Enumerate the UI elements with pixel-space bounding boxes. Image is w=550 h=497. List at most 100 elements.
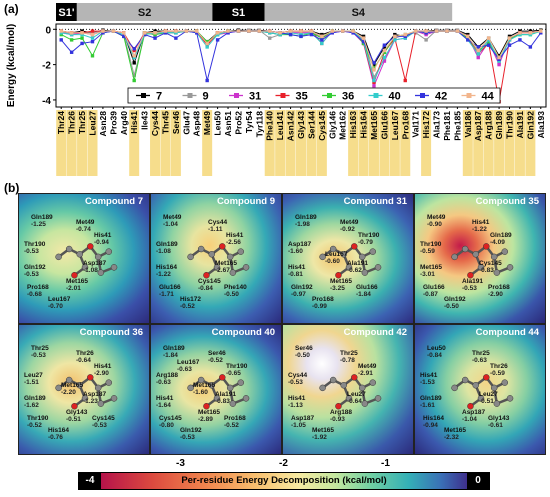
x-label-highlight — [525, 110, 536, 176]
residue-label: Asp187 -1.60 — [288, 241, 311, 255]
x-label-highlight — [87, 110, 98, 176]
data-point — [372, 78, 376, 83]
x-tick-label: Thr45 — [160, 111, 170, 134]
data-point — [288, 31, 293, 35]
residue-energy: -1.61 — [420, 402, 435, 409]
x-tick-label: Asn142 — [286, 111, 296, 142]
residue-energy: -0.83 — [479, 267, 494, 274]
x-label-highlight — [379, 110, 390, 176]
ligand-atom — [71, 402, 78, 410]
residue-name: Gln189 — [420, 395, 442, 402]
residue-label: Met165 -2.89 — [198, 409, 220, 423]
data-point — [90, 36, 95, 40]
residue-energy: -0.64 — [347, 398, 362, 405]
x-tick-label: Ile43 — [140, 111, 150, 130]
x-label-highlight — [264, 110, 275, 176]
residue-name: His41 — [288, 264, 306, 271]
residue-label: His41 -0.81 — [288, 264, 305, 278]
residue-name: Met49 — [427, 214, 446, 221]
residue-energy: -0.68 — [27, 291, 42, 298]
residue-energy: -2.89 — [198, 416, 213, 423]
residue-name: Glu166 — [356, 284, 378, 291]
region-band — [264, 3, 453, 21]
data-point — [507, 36, 512, 40]
ligand-atom — [55, 384, 62, 392]
residue-name: Met49 — [163, 214, 182, 221]
legend-swatch-marker — [280, 93, 286, 98]
ligand-structure — [55, 374, 118, 410]
residue-name: Met165 — [312, 427, 335, 434]
residue-name: Gln192 — [291, 284, 313, 291]
x-label-highlight — [285, 110, 296, 176]
data-point — [80, 29, 84, 33]
data-point — [518, 32, 522, 37]
ligand-atom — [351, 243, 358, 250]
residue-name: Leu27 — [479, 391, 498, 398]
residue-label: Thr190 -0.52 — [27, 415, 48, 429]
ligand-atom — [329, 245, 337, 253]
ligand-atom — [340, 251, 347, 258]
panel-b-label: (b) — [4, 181, 20, 195]
residue-name: Thr26 — [490, 363, 508, 370]
data-point — [215, 31, 220, 35]
data-point — [205, 41, 209, 46]
data-point — [111, 29, 116, 33]
data-point — [90, 29, 95, 33]
residue-energy: -0.60 — [325, 258, 340, 265]
residue-label: Asp187 -1.05 — [291, 415, 314, 429]
data-point — [215, 38, 220, 42]
residue-label: Glu166 -1.84 — [356, 284, 378, 298]
residue-name: Asp187 — [288, 241, 312, 248]
residue-name: Thr190 — [226, 363, 248, 370]
residue-label: Met166 -1.60 — [193, 382, 215, 396]
residue-energy: -2.56 — [226, 239, 241, 246]
residue-energy: -1.04 — [163, 221, 178, 228]
residue-name: Met165 — [444, 427, 467, 434]
x-tick-label: Glu47 — [181, 111, 191, 135]
residue-energy: -0.52 — [208, 357, 223, 364]
data-point — [142, 32, 147, 37]
data-point — [69, 38, 74, 42]
data-point — [122, 32, 126, 37]
x-tick-label: Thr25 — [77, 111, 87, 134]
x-label-highlight — [400, 110, 411, 176]
residue-label: Gln189 -4.09 — [490, 232, 512, 246]
legend-swatch-marker — [187, 93, 193, 98]
compound-title: Compound 35 — [475, 196, 539, 207]
residue-name: Met49 — [340, 219, 359, 226]
y-tick-label: -4 — [42, 96, 51, 107]
data-point — [403, 36, 407, 40]
residue-name: Leu50 — [427, 345, 446, 352]
data-point — [195, 29, 199, 33]
legend-swatch-marker — [466, 93, 472, 98]
data-point — [393, 34, 397, 39]
data-point — [132, 54, 136, 58]
residue-name: His164 — [48, 427, 69, 434]
residue-energy: -0.81 — [288, 271, 303, 278]
x-tick-label: Asn28 — [98, 111, 108, 137]
data-point — [528, 29, 533, 33]
data-point — [518, 29, 522, 33]
residue-label: Gly143 -0.51 — [66, 409, 87, 423]
data-point — [174, 29, 178, 33]
legend-label: 36 — [342, 91, 354, 103]
ligand-atom — [229, 400, 237, 407]
data-point — [299, 34, 303, 39]
data-point — [122, 31, 126, 35]
ligand-atom — [65, 376, 73, 384]
data-point — [247, 29, 251, 33]
compound-tile: Compound 40 Gln189 -1.84 Ser46 -0.52 Thr190 -0… — [150, 324, 282, 455]
residue-energy: -0.64 — [76, 357, 91, 364]
data-point — [539, 31, 543, 35]
residue-label: Met49 -0.92 — [340, 219, 358, 233]
residue-name: Gln189 — [295, 214, 317, 221]
x-label-highlight — [129, 110, 140, 176]
data-point — [320, 32, 324, 37]
residue-energy: -1.84 — [356, 291, 371, 298]
residue-energy: -1.60 — [193, 389, 208, 396]
residue-energy: -0.59 — [420, 248, 435, 255]
ligand-structure — [55, 243, 118, 279]
data-point — [434, 29, 439, 33]
residue-name: His41 — [156, 395, 174, 402]
residue-name: Leu167 — [177, 359, 200, 366]
